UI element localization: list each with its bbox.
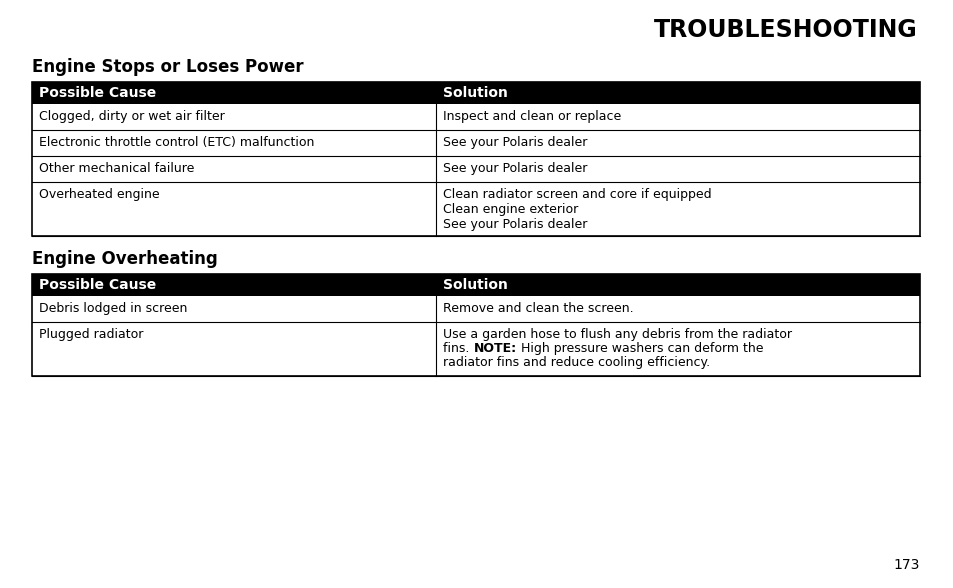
Text: Engine Overheating: Engine Overheating [32, 250, 217, 268]
Bar [32, 182, 919, 236]
Bar [32, 274, 919, 376]
Text: Solution: Solution [442, 86, 507, 100]
Text: TROUBLESHOOTING: TROUBLESHOOTING [654, 18, 917, 42]
Bar [32, 82, 919, 104]
Text: Clean radiator screen and core if equipped
Clean engine exterior
See your Polari: Clean radiator screen and core if equipp… [442, 188, 711, 231]
Bar [32, 82, 919, 236]
Text: Debris lodged in screen: Debris lodged in screen [39, 302, 187, 315]
Text: radiator fins and reduce cooling efficiency.: radiator fins and reduce cooling efficie… [442, 356, 709, 369]
Text: Plugged radiator: Plugged radiator [39, 328, 143, 341]
Bar [32, 274, 919, 296]
Text: Possible Cause: Possible Cause [39, 278, 156, 292]
Text: High pressure washers can deform the: High pressure washers can deform the [516, 342, 762, 355]
Bar [32, 322, 919, 376]
Bar [32, 104, 919, 130]
Text: fins.: fins. [442, 342, 473, 355]
Text: Overheated engine: Overheated engine [39, 188, 159, 201]
Text: Solution: Solution [442, 278, 507, 292]
Text: Engine Stops or Loses Power: Engine Stops or Loses Power [32, 58, 303, 76]
Bar [32, 130, 919, 156]
Text: Clogged, dirty or wet air filter: Clogged, dirty or wet air filter [39, 110, 225, 123]
Text: See your Polaris dealer: See your Polaris dealer [442, 162, 587, 175]
Text: Possible Cause: Possible Cause [39, 86, 156, 100]
Bar [32, 296, 919, 322]
Text: NOTE:: NOTE: [473, 342, 516, 355]
Text: Other mechanical failure: Other mechanical failure [39, 162, 194, 175]
Text: Use a garden hose to flush any debris from the radiator: Use a garden hose to flush any debris fr… [442, 328, 791, 341]
Text: Inspect and clean or replace: Inspect and clean or replace [442, 110, 620, 123]
Text: Remove and clean the screen.: Remove and clean the screen. [442, 302, 633, 315]
Bar [32, 156, 919, 182]
Text: See your Polaris dealer: See your Polaris dealer [442, 136, 587, 149]
Text: 173: 173 [893, 558, 919, 572]
Text: Electronic throttle control (ETC) malfunction: Electronic throttle control (ETC) malfun… [39, 136, 314, 149]
